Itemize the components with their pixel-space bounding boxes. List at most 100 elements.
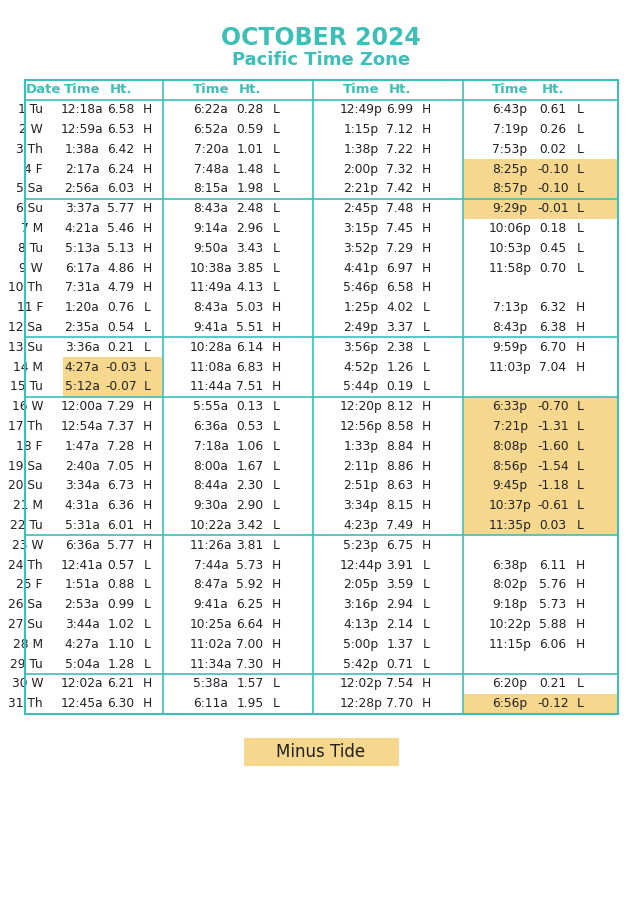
Text: Ht.: Ht. [389, 84, 412, 96]
Text: -0.70: -0.70 [537, 400, 569, 413]
Text: 1.02: 1.02 [107, 618, 134, 631]
Text: 6:20p: 6:20p [493, 678, 527, 690]
Text: L: L [273, 222, 280, 235]
Text: 0.03: 0.03 [539, 519, 566, 532]
Text: 5:46p: 5:46p [343, 282, 379, 294]
Text: 6.64: 6.64 [237, 618, 264, 631]
Text: L: L [273, 202, 280, 215]
Text: 1.10: 1.10 [107, 638, 134, 651]
Text: 2.94: 2.94 [386, 598, 413, 611]
Text: H: H [421, 539, 431, 552]
Text: 12:00a: 12:00a [60, 400, 104, 413]
Text: L: L [577, 519, 583, 532]
Text: -0.01: -0.01 [537, 202, 569, 215]
Text: 2:35a: 2:35a [64, 321, 100, 334]
Text: H: H [142, 519, 152, 532]
Text: L: L [273, 163, 280, 176]
Text: 10:25a: 10:25a [190, 618, 232, 631]
Text: 5:23p: 5:23p [343, 539, 379, 552]
Text: 1.95: 1.95 [237, 698, 264, 710]
Text: L: L [143, 321, 150, 334]
Text: H: H [575, 579, 584, 591]
Text: L: L [577, 460, 583, 473]
Text: 10:06p: 10:06p [489, 222, 531, 235]
Text: H: H [421, 104, 431, 116]
Text: 6.53: 6.53 [107, 123, 134, 136]
Text: 5.88: 5.88 [539, 618, 566, 631]
Text: H: H [142, 163, 152, 176]
Text: 8.12: 8.12 [386, 400, 413, 413]
Text: -0.12: -0.12 [537, 698, 569, 710]
Text: Date: Date [25, 84, 60, 96]
Text: L: L [577, 163, 583, 176]
Text: 11 F: 11 F [17, 302, 43, 314]
Text: 1:47a: 1:47a [65, 440, 100, 453]
Text: L: L [422, 638, 430, 651]
Text: 29 Tu: 29 Tu [10, 658, 43, 670]
Text: 5.73: 5.73 [237, 559, 264, 572]
Text: 4.79: 4.79 [107, 282, 134, 294]
Text: 7.05: 7.05 [107, 460, 134, 473]
Text: H: H [142, 282, 152, 294]
Text: 11:08a: 11:08a [190, 361, 232, 374]
Text: 2:05p: 2:05p [343, 579, 379, 591]
Text: 12:18a: 12:18a [60, 104, 104, 116]
Text: 4.86: 4.86 [107, 262, 134, 274]
Text: 8:25p: 8:25p [493, 163, 528, 176]
Text: L: L [577, 500, 583, 512]
Text: L: L [577, 262, 583, 274]
Text: -1.54: -1.54 [537, 460, 569, 473]
Text: 8.58: 8.58 [386, 420, 413, 433]
Text: 28 M: 28 M [13, 638, 43, 651]
Text: 6.01: 6.01 [107, 519, 134, 532]
Text: 3:37a: 3:37a [65, 202, 100, 215]
Text: 7:20a: 7:20a [194, 143, 228, 156]
Text: 4:52p: 4:52p [343, 361, 379, 374]
Text: 10:28a: 10:28a [190, 341, 232, 354]
Text: L: L [273, 460, 280, 473]
Text: L: L [273, 440, 280, 453]
Text: L: L [273, 500, 280, 512]
Text: 3.37: 3.37 [386, 321, 413, 334]
Text: 11:35p: 11:35p [489, 519, 531, 532]
Text: 6.32: 6.32 [539, 302, 566, 314]
Text: 6 Su: 6 Su [16, 202, 43, 215]
Text: 7.54: 7.54 [386, 678, 413, 690]
Text: L: L [577, 104, 583, 116]
Text: 4:23p: 4:23p [343, 519, 379, 532]
Text: 6.97: 6.97 [386, 262, 413, 274]
Text: Minus Tide: Minus Tide [276, 742, 366, 760]
Text: 4:31a: 4:31a [65, 500, 100, 512]
Text: 9:59p: 9:59p [493, 341, 527, 354]
Text: H: H [271, 381, 280, 393]
Text: H: H [142, 262, 152, 274]
Text: H: H [421, 202, 431, 215]
Text: 5:04a: 5:04a [64, 658, 100, 670]
Text: 1:33p: 1:33p [343, 440, 379, 453]
Text: 0.59: 0.59 [237, 123, 264, 136]
Text: 6.38: 6.38 [539, 321, 566, 334]
Text: H: H [142, 678, 152, 690]
Text: L: L [273, 400, 280, 413]
Text: 1.28: 1.28 [107, 658, 134, 670]
Text: 8.84: 8.84 [386, 440, 413, 453]
Text: 7:31a: 7:31a [65, 282, 100, 294]
Text: L: L [577, 143, 583, 156]
Text: H: H [142, 400, 152, 413]
Text: 2.48: 2.48 [237, 202, 264, 215]
Text: 6.58: 6.58 [107, 104, 134, 116]
Text: 9:30a: 9:30a [194, 500, 228, 512]
Text: 3.59: 3.59 [386, 579, 413, 591]
Text: 5:12a: 5:12a [64, 381, 100, 393]
Text: L: L [422, 381, 430, 393]
Text: H: H [271, 618, 280, 631]
Text: 3.81: 3.81 [237, 539, 264, 552]
Text: 12:45a: 12:45a [60, 698, 104, 710]
Text: 7:21p: 7:21p [493, 420, 527, 433]
Text: L: L [577, 678, 583, 690]
Text: 7:18a: 7:18a [194, 440, 228, 453]
Text: H: H [142, 698, 152, 710]
Text: 5:38a: 5:38a [194, 678, 228, 690]
Text: L: L [422, 302, 430, 314]
Text: 1.48: 1.48 [237, 163, 264, 176]
